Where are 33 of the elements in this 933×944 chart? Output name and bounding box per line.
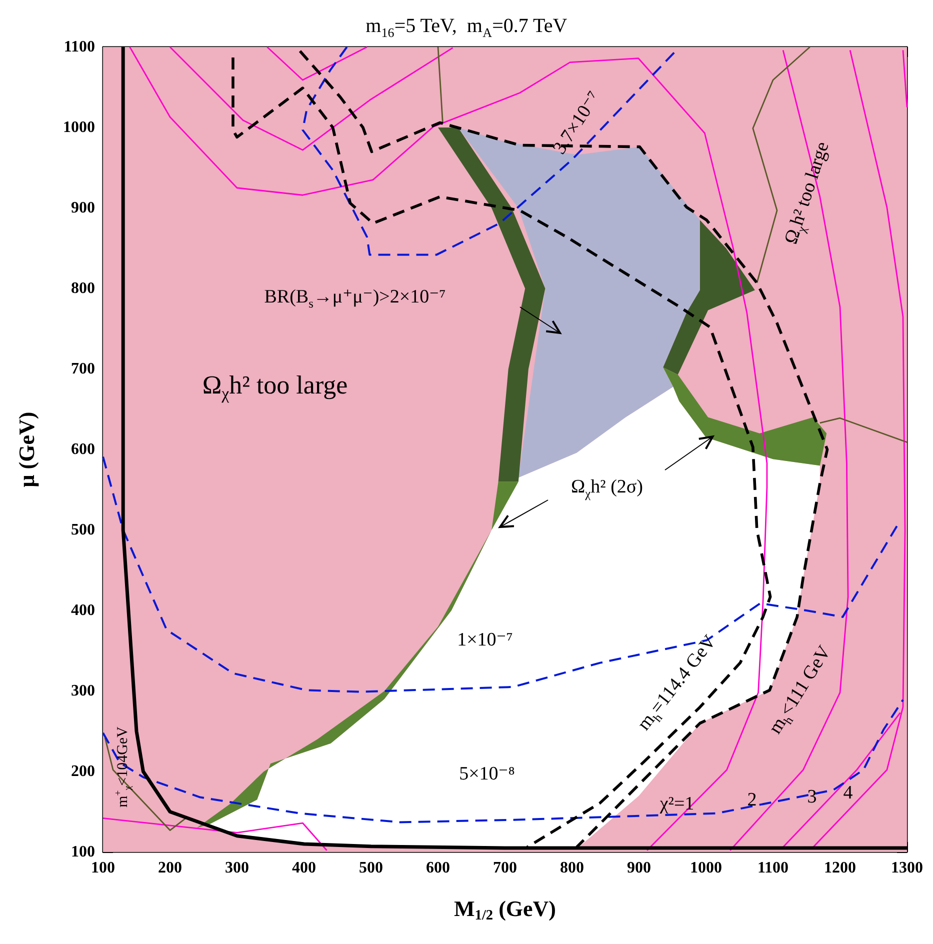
y-tick-label: 900	[71, 200, 95, 216]
y-tick-label: 800	[71, 280, 95, 297]
y-tick-label: 600	[71, 441, 95, 458]
annotation: 3	[807, 786, 817, 808]
x-tick-label: 1000	[690, 860, 722, 876]
x-tick-label: 500	[359, 860, 383, 876]
x-tick-label: 900	[627, 860, 651, 876]
x-tick-label: 300	[225, 860, 249, 876]
x-tick-label: 1300	[891, 860, 923, 876]
x-tick-label: 400	[292, 860, 316, 876]
y-tick-label: 700	[71, 360, 95, 378]
x-tick-label: 800	[560, 860, 584, 876]
x-tick-label: 1200	[824, 860, 856, 876]
y-tick-label: 300	[71, 682, 95, 700]
annotation: m+χ<104GeV	[112, 726, 134, 808]
x-tick-label: 100	[91, 860, 115, 876]
x-tick-label: 600	[426, 860, 450, 876]
annotation: 2	[747, 790, 757, 810]
annotation: 1×10⁻⁷	[457, 630, 513, 650]
annotation: 5×10⁻⁸	[459, 764, 515, 784]
x-tick-label: 700	[493, 860, 517, 876]
y-tick-label: 400	[71, 602, 95, 619]
y-tick-label: 100	[71, 844, 95, 860]
y-tick-label: 1000	[63, 119, 95, 136]
annotation: Ωχh² too large	[780, 139, 834, 247]
annotation: 4	[843, 782, 854, 804]
x-tick-label: 200	[158, 860, 182, 876]
x-tick-label: 1100	[757, 860, 789, 876]
y-axis-title: μ (GeV)	[14, 412, 40, 488]
y-tick-label: 200	[71, 763, 95, 780]
annotation: χ²=1	[658, 794, 694, 814]
y-tick-label: 500	[71, 522, 95, 538]
y-tick-label: 1100	[64, 38, 95, 56]
